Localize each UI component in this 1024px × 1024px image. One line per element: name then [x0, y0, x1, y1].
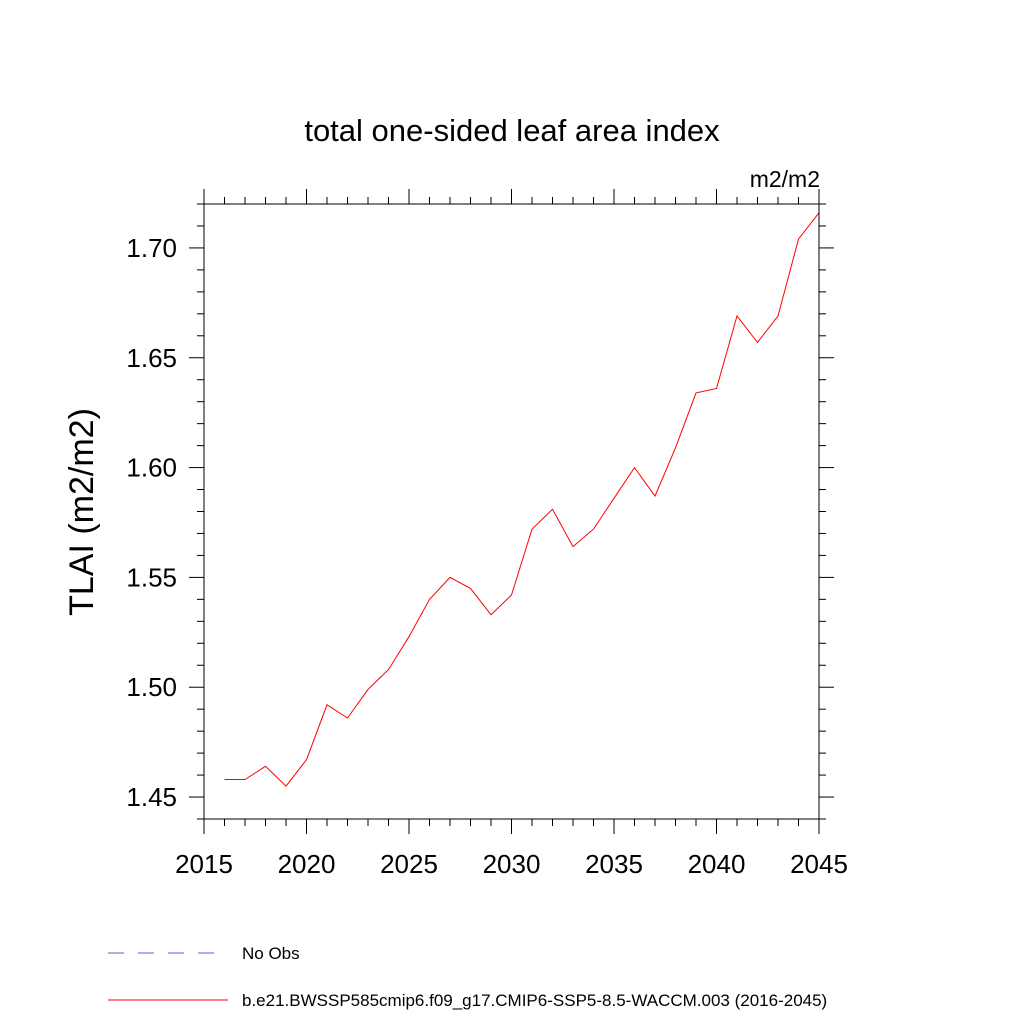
x-tick-label: 2020 — [278, 849, 336, 879]
legend-label: No Obs — [242, 944, 300, 963]
x-tick-label: 2030 — [483, 849, 541, 879]
legend: No Obs b.e21.BWSSP585cmip6.f09_g17.CMIP6-… — [108, 944, 827, 1010]
y-tick-label: 1.65 — [126, 343, 177, 373]
axes: 2015 2020 2025 2030 2035 2040 2045 1.45 1.50 1.55… — [126, 189, 848, 879]
y-tick-label: 1.55 — [126, 562, 177, 592]
plot-frame — [203, 203, 820, 820]
y-tick-label: 1.70 — [126, 233, 177, 263]
y-tick-label: 1.45 — [126, 782, 177, 812]
plot-area — [224, 212, 820, 787]
x-tick-label: 2015 — [175, 849, 233, 879]
x-tick-label: 2035 — [585, 849, 643, 879]
x-tick-label: 2040 — [688, 849, 746, 879]
units-label: m2/m2 — [750, 166, 820, 192]
x-tick-label: 2045 — [790, 849, 848, 879]
y-tick-label: 1.50 — [126, 672, 177, 702]
y-axis-label: TLAI (m2/m2) — [63, 408, 101, 616]
x-tick-label: 2025 — [380, 849, 438, 879]
legend-label: b.e21.BWSSP585cmip6.f09_g17.CMIP6-SSP5-8… — [242, 991, 827, 1010]
y-tick-label: 1.60 — [126, 453, 177, 483]
chart-title: total one-sided leaf area index — [304, 113, 720, 148]
series-line — [224, 212, 820, 787]
